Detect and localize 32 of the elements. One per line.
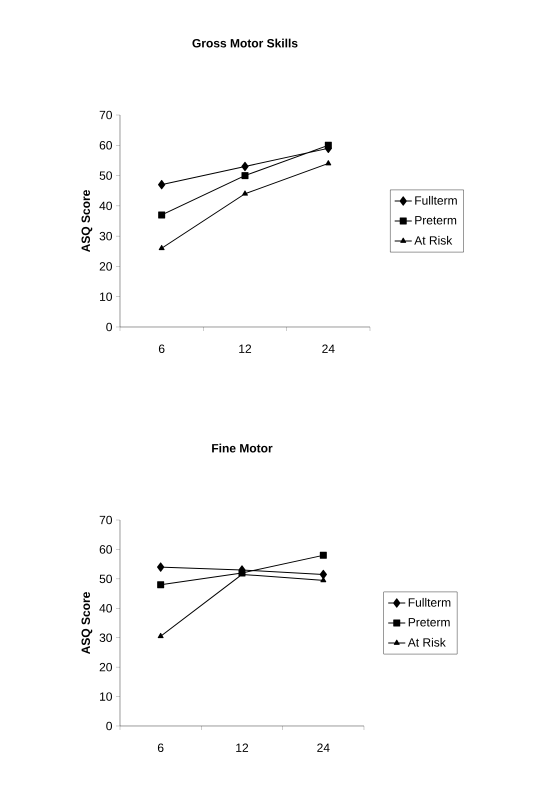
y-tick-label: 10 xyxy=(100,292,112,301)
y-tick-label: 40 xyxy=(99,202,112,210)
chart-title: Gross Motor Skills xyxy=(192,38,298,48)
x-tick-label: 12 xyxy=(239,344,252,353)
y-tick-label: 10 xyxy=(100,692,112,701)
y-axis-title: ASQ Score xyxy=(82,190,92,252)
x-tick-label: 6 xyxy=(158,344,164,354)
y-tick-label: 20 xyxy=(100,262,112,271)
x-tick-label: 12 xyxy=(236,744,248,752)
legend-label: Fullterm xyxy=(415,196,457,205)
legend-label: Preterm xyxy=(408,618,450,626)
x-tick-label: 6 xyxy=(158,744,164,752)
y-tick-label: 20 xyxy=(100,662,112,672)
y-tick-label: 70 xyxy=(100,516,112,524)
x-tick-label: 24 xyxy=(322,344,335,353)
chart-title: Fine Motor xyxy=(212,444,272,452)
y-tick-label: 60 xyxy=(100,545,112,554)
y-tick-label: 0 xyxy=(106,322,112,332)
y-tick-label: 60 xyxy=(100,141,112,150)
y-tick-label: 0 xyxy=(106,722,112,730)
y-tick-label: 50 xyxy=(100,574,112,584)
legend-label: At Risk xyxy=(408,638,446,647)
x-tick-label: 24 xyxy=(317,744,330,752)
legend-label: Preterm xyxy=(415,216,456,224)
y-axis-title: ASQ Score xyxy=(82,592,92,654)
legend-label: At Risk xyxy=(414,236,452,245)
y-tick-label: 40 xyxy=(99,604,112,613)
legend-label: Fullterm xyxy=(408,598,450,607)
y-tick-label: 30 xyxy=(100,633,112,642)
y-tick-label: 30 xyxy=(100,232,112,240)
y-tick-label: 70 xyxy=(100,110,112,120)
y-tick-label: 50 xyxy=(100,171,112,180)
